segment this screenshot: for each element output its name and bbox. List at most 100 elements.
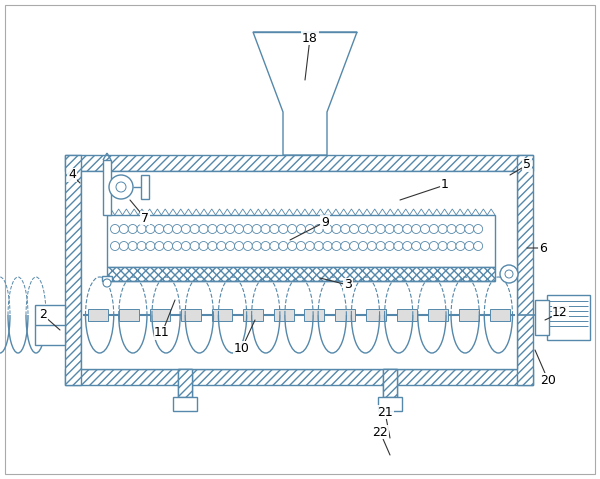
Text: 10: 10 bbox=[234, 320, 255, 354]
Circle shape bbox=[421, 241, 430, 251]
Circle shape bbox=[465, 241, 474, 251]
Circle shape bbox=[500, 265, 518, 283]
Circle shape bbox=[447, 241, 456, 251]
Circle shape bbox=[190, 241, 199, 251]
Bar bbox=[366, 309, 386, 321]
Circle shape bbox=[505, 270, 513, 278]
Circle shape bbox=[314, 241, 323, 251]
Circle shape bbox=[226, 225, 235, 233]
Circle shape bbox=[341, 225, 350, 233]
Circle shape bbox=[208, 241, 217, 251]
Text: 7: 7 bbox=[130, 200, 149, 225]
Bar bbox=[428, 309, 448, 321]
Circle shape bbox=[430, 225, 439, 233]
Text: 21: 21 bbox=[377, 406, 393, 438]
Circle shape bbox=[332, 225, 341, 233]
Circle shape bbox=[173, 225, 182, 233]
Bar bbox=[35, 305, 65, 345]
Circle shape bbox=[164, 225, 173, 233]
Circle shape bbox=[109, 175, 133, 199]
Circle shape bbox=[367, 225, 376, 233]
Circle shape bbox=[181, 241, 190, 251]
Circle shape bbox=[270, 225, 279, 233]
Circle shape bbox=[235, 225, 244, 233]
Bar bbox=[107, 267, 495, 281]
Circle shape bbox=[367, 241, 376, 251]
Circle shape bbox=[110, 225, 119, 233]
Circle shape bbox=[217, 241, 226, 251]
Circle shape bbox=[456, 225, 465, 233]
Text: 20: 20 bbox=[535, 350, 556, 387]
Bar bbox=[490, 309, 509, 321]
Text: 18: 18 bbox=[302, 32, 318, 80]
Circle shape bbox=[190, 225, 199, 233]
Bar bbox=[119, 309, 139, 321]
Bar bbox=[107, 215, 495, 267]
Circle shape bbox=[252, 225, 261, 233]
Bar bbox=[517, 155, 533, 385]
Bar bbox=[304, 309, 325, 321]
Text: 12: 12 bbox=[545, 307, 568, 320]
Circle shape bbox=[287, 225, 296, 233]
Bar bbox=[65, 155, 81, 385]
Circle shape bbox=[181, 225, 190, 233]
Circle shape bbox=[403, 241, 412, 251]
Circle shape bbox=[323, 241, 332, 251]
Circle shape bbox=[473, 225, 482, 233]
Circle shape bbox=[252, 241, 261, 251]
Bar bbox=[335, 309, 355, 321]
Bar bbox=[81, 171, 517, 369]
Circle shape bbox=[376, 225, 385, 233]
Circle shape bbox=[438, 241, 447, 251]
Bar bbox=[181, 309, 201, 321]
Bar bbox=[173, 397, 197, 411]
Circle shape bbox=[359, 241, 367, 251]
Circle shape bbox=[341, 241, 350, 251]
Circle shape bbox=[287, 241, 296, 251]
Bar bbox=[102, 276, 112, 281]
Bar bbox=[378, 397, 402, 411]
Bar bbox=[547, 295, 590, 340]
Circle shape bbox=[110, 241, 119, 251]
Circle shape bbox=[116, 182, 126, 192]
Circle shape bbox=[412, 225, 421, 233]
Circle shape bbox=[421, 225, 430, 233]
Circle shape bbox=[430, 241, 439, 251]
Circle shape bbox=[217, 225, 226, 233]
Circle shape bbox=[465, 225, 474, 233]
Bar bbox=[65, 369, 533, 385]
Text: 6: 6 bbox=[527, 241, 547, 254]
Polygon shape bbox=[253, 32, 357, 155]
Text: 9: 9 bbox=[290, 216, 329, 240]
Bar bbox=[212, 309, 232, 321]
Bar bbox=[243, 309, 263, 321]
Bar bbox=[397, 309, 417, 321]
Circle shape bbox=[314, 225, 323, 233]
Circle shape bbox=[332, 241, 341, 251]
Circle shape bbox=[305, 241, 314, 251]
Circle shape bbox=[119, 225, 128, 233]
Bar bbox=[274, 309, 293, 321]
Circle shape bbox=[128, 241, 137, 251]
Circle shape bbox=[296, 241, 305, 251]
Circle shape bbox=[164, 241, 173, 251]
Circle shape bbox=[199, 241, 208, 251]
Circle shape bbox=[146, 241, 155, 251]
Text: 4: 4 bbox=[68, 169, 80, 183]
Circle shape bbox=[473, 241, 482, 251]
Text: 22: 22 bbox=[372, 425, 390, 455]
Bar bbox=[141, 175, 149, 199]
Circle shape bbox=[279, 241, 288, 251]
Circle shape bbox=[244, 225, 253, 233]
Circle shape bbox=[385, 225, 394, 233]
Circle shape bbox=[447, 225, 456, 233]
Circle shape bbox=[270, 241, 279, 251]
Circle shape bbox=[376, 241, 385, 251]
Circle shape bbox=[261, 225, 270, 233]
Text: 5: 5 bbox=[510, 159, 531, 175]
Circle shape bbox=[350, 225, 359, 233]
Circle shape bbox=[385, 241, 394, 251]
Circle shape bbox=[359, 225, 367, 233]
Text: 1: 1 bbox=[400, 179, 449, 200]
Circle shape bbox=[350, 241, 359, 251]
